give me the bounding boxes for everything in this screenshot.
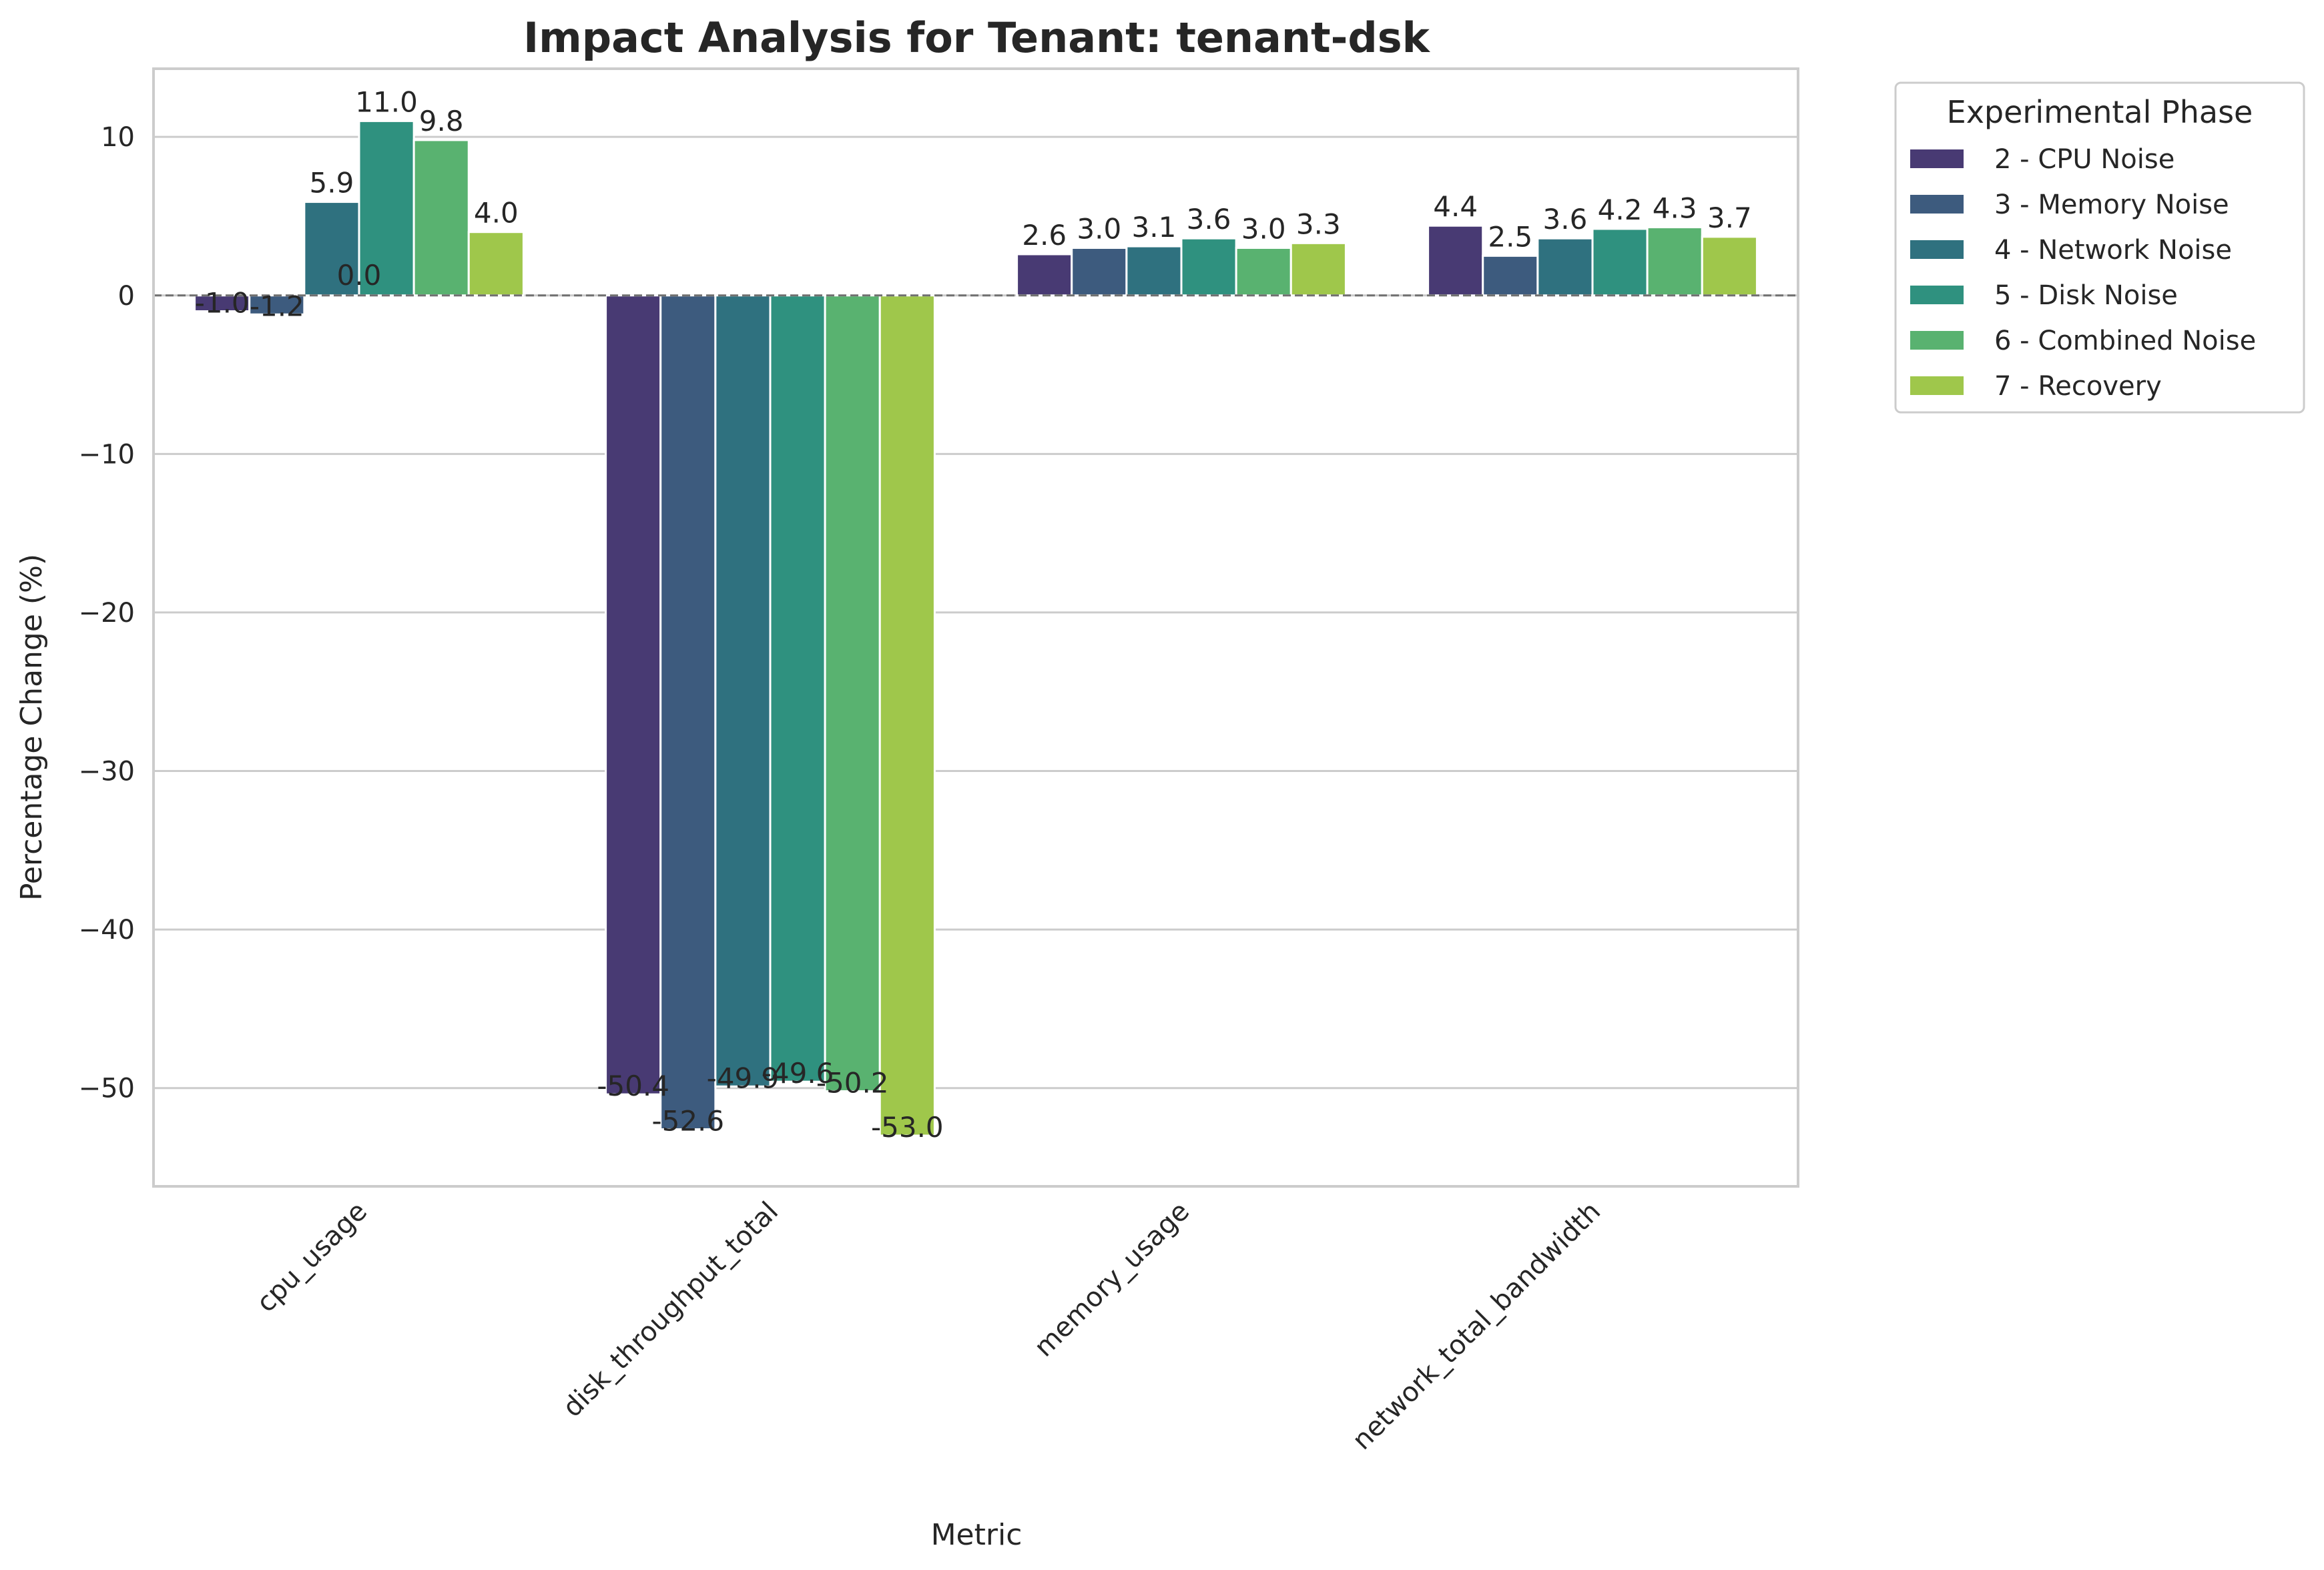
chart-title: Impact Analysis for Tenant: tenant-dsk	[523, 13, 1431, 62]
bar	[824, 294, 881, 1092]
bar	[605, 294, 662, 1096]
bar	[714, 294, 772, 1088]
legend-swatch	[1910, 376, 1964, 395]
bar	[358, 119, 415, 297]
y-axis-title: Percentage Change (%)	[15, 554, 49, 901]
legend-box	[1894, 81, 2305, 414]
legend-label: 6 - Combined Noise	[1994, 326, 2256, 356]
data-label: 5.9	[310, 167, 354, 200]
data-label: 3.3	[1296, 208, 1341, 240]
data-label: 2.6	[1022, 219, 1067, 252]
y-tick-label: −40	[79, 915, 135, 945]
legend-swatch	[1910, 195, 1964, 214]
x-tick-label: cpu_usage	[251, 1196, 373, 1318]
bar	[1646, 226, 1703, 297]
bar	[1235, 246, 1292, 297]
y-tick-label: −20	[79, 598, 135, 629]
y-tick-label: −50	[79, 1074, 135, 1104]
data-label: 3.1	[1132, 211, 1177, 244]
legend-label: 7 - Recovery	[1994, 371, 2162, 402]
data-label: -49.9	[707, 1062, 780, 1094]
bar	[1071, 246, 1128, 297]
bar	[878, 294, 936, 1137]
bar	[1536, 237, 1594, 297]
data-label: 3.6	[1543, 203, 1588, 236]
data-label: -52.6	[651, 1104, 724, 1137]
data-label: -53.0	[871, 1111, 944, 1144]
data-label: -1.2	[250, 290, 304, 322]
y-tick-label: −30	[79, 757, 135, 787]
legend: Experimental Phase 2 - CPU Noise 3 - Memor…	[1894, 81, 2305, 414]
legend-label: 4 - Network Noise	[1994, 235, 2232, 266]
bar	[1427, 224, 1484, 297]
data-label: 3.7	[1707, 202, 1752, 234]
legend-label: 5 - Disk Noise	[1994, 280, 2178, 311]
legend-label: 3 - Memory Noise	[1994, 189, 2229, 220]
x-tick-label: memory_usage	[1029, 1196, 1195, 1363]
data-label: 11.0	[355, 85, 418, 118]
data-label: -49.6	[762, 1057, 834, 1090]
bar	[467, 231, 525, 297]
bar	[412, 139, 470, 297]
data-label: -50.4	[597, 1070, 669, 1102]
data-label: 0.0	[337, 259, 382, 292]
plot-frame	[152, 67, 1799, 1188]
bar	[1016, 253, 1073, 297]
data-label: 9.8	[419, 105, 464, 137]
data-label: 4.3	[1653, 192, 1697, 225]
y-tick-label: −10	[79, 439, 135, 470]
bar	[248, 294, 306, 316]
data-label: 3.0	[1241, 212, 1286, 245]
data-label: 3.6	[1187, 203, 1231, 236]
legend-swatch	[1910, 240, 1964, 259]
legend-swatch	[1910, 286, 1964, 304]
x-tick-label: disk_throughput_total	[557, 1196, 785, 1424]
data-label: 3.0	[1077, 212, 1121, 245]
plot-area: 10 0 −10 −20 −30 −40 −50 -1.0 -50.4 2.6 4.4 -1.2 -52…	[79, 67, 1799, 1456]
legend-swatch	[1910, 331, 1964, 350]
data-label: 4.2	[1598, 193, 1643, 226]
legend-swatch	[1910, 149, 1964, 168]
bar	[1180, 237, 1237, 297]
legend-title: Experimental Phase	[1947, 94, 2253, 130]
bar	[303, 201, 360, 297]
data-label: 4.0	[474, 197, 519, 230]
data-label: -50.2	[816, 1066, 889, 1099]
y-tick-label: 10	[101, 122, 135, 153]
bar	[1289, 242, 1347, 297]
x-tick-label: network_total_bandwidth	[1347, 1196, 1607, 1456]
data-label: -1.0	[195, 287, 250, 320]
data-label: 4.4	[1433, 190, 1478, 223]
bar	[659, 294, 717, 1130]
data-label: 2.5	[1488, 220, 1532, 253]
bar	[1125, 245, 1183, 297]
y-tick-label: 0	[118, 281, 135, 312]
x-axis-title: Metric	[931, 1518, 1023, 1552]
legend-label: 2 - CPU Noise	[1994, 144, 2174, 175]
bar	[769, 294, 826, 1083]
bar	[1701, 236, 1758, 297]
bar	[1482, 254, 1539, 297]
bar	[1591, 228, 1649, 297]
